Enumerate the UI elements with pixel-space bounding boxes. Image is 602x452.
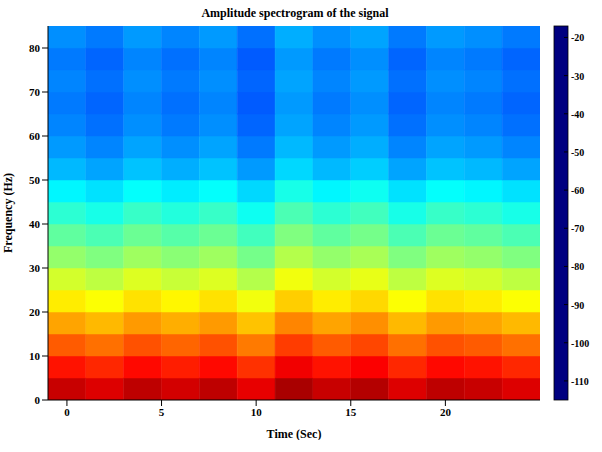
svg-text:Frequency (Hz): Frequency (Hz) [1, 173, 15, 253]
svg-text:-40: -40 [571, 109, 584, 120]
svg-text:80: 80 [29, 42, 41, 54]
svg-text:10: 10 [29, 350, 41, 362]
svg-text:-80: -80 [571, 261, 584, 272]
svg-text:20: 20 [440, 406, 452, 418]
svg-text:10: 10 [251, 406, 263, 418]
svg-text:-90: -90 [571, 300, 584, 311]
svg-text:-30: -30 [571, 71, 584, 82]
svg-text:-70: -70 [571, 223, 584, 234]
svg-text:Time (Sec): Time (Sec) [267, 427, 322, 440]
svg-text:-20: -20 [571, 32, 584, 43]
svg-text:-110: -110 [571, 376, 589, 387]
svg-text:50: 50 [29, 174, 41, 186]
svg-text:30: 30 [29, 262, 41, 274]
svg-text:15: 15 [345, 406, 357, 418]
svg-text:-50: -50 [571, 147, 584, 158]
svg-text:40: 40 [29, 218, 41, 230]
svg-text:70: 70 [29, 86, 41, 98]
svg-text:20: 20 [29, 306, 41, 318]
svg-text:60: 60 [29, 130, 41, 142]
svg-text:-100: -100 [571, 338, 589, 349]
svg-text:-60: -60 [571, 185, 584, 196]
html-text:Amplitude spectrogram of the s: Amplitude spectrogram of the signal [201, 6, 389, 20]
svg-text:5: 5 [159, 406, 165, 418]
svg-text:0: 0 [35, 394, 41, 406]
svg-text:0: 0 [64, 406, 70, 418]
